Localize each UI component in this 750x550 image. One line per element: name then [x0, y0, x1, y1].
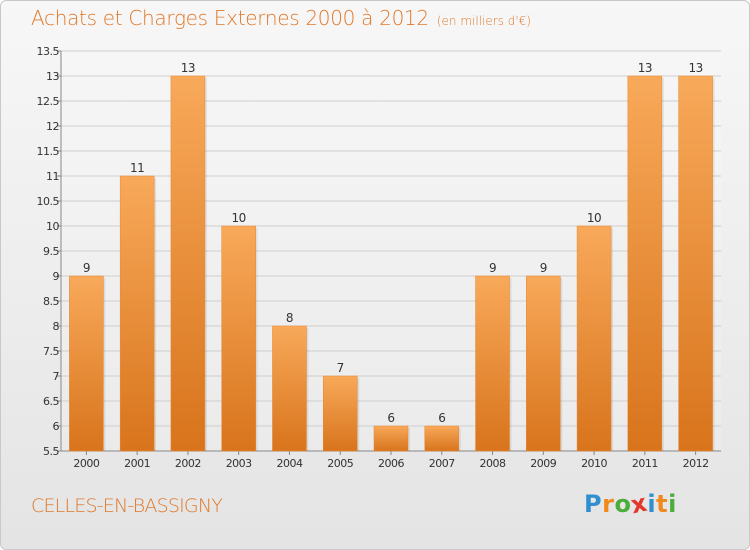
logo-letter: r: [602, 490, 615, 518]
bar: [475, 275, 510, 452]
bar: [221, 225, 256, 452]
data-label: 6: [387, 411, 394, 425]
y-tick-label: 7.5: [43, 345, 59, 358]
data-label: 10: [232, 211, 246, 225]
chart-title-text: Achats et Charges Externes 2000 à 2012: [31, 6, 429, 30]
data-label: 10: [587, 211, 601, 225]
data-label: 9: [83, 261, 90, 275]
y-tick-label: 8.5: [43, 295, 59, 308]
data-label: 11: [130, 161, 144, 175]
x-tick-label: 2007: [429, 457, 455, 470]
x-tick-label: 2002: [175, 457, 201, 470]
y-tick-label: 12: [46, 120, 59, 133]
data-label: 8: [286, 311, 293, 325]
x-tick-label: 2001: [124, 457, 150, 470]
x-tick-label: 2006: [378, 457, 404, 470]
proxiti-logo[interactable]: Proxiti: [584, 489, 677, 520]
data-label: 13: [638, 61, 652, 75]
data-label: 7: [337, 361, 344, 375]
bar: [322, 375, 358, 452]
data-label: 13: [181, 61, 195, 75]
x-tick-label: 2008: [480, 457, 506, 470]
y-tick-label: 10.5: [37, 195, 60, 208]
x-tick-label: 2009: [530, 457, 556, 470]
bar: [627, 75, 663, 452]
logo-letter: i: [668, 490, 677, 518]
y-tick-label: 6: [53, 420, 60, 433]
bar: [424, 425, 460, 452]
chart-title: Achats et Charges Externes 2000 à 2012 (e…: [31, 6, 531, 30]
y-tick-label: 5.5: [43, 445, 59, 458]
x-tick-label: 2012: [683, 457, 709, 470]
x-tick-label: 2004: [276, 457, 302, 470]
bar: [678, 75, 713, 452]
city-name: CELLES-EN-BASSIGNY: [31, 495, 223, 517]
logo-letter: i: [647, 490, 657, 518]
x-tick-label: 2000: [73, 457, 99, 470]
y-tick-label: 11: [46, 170, 59, 183]
bar: [170, 75, 206, 452]
bar: [69, 275, 104, 452]
y-tick-label: 13.5: [37, 45, 60, 58]
chart-subtitle: (en milliers d'€): [436, 14, 531, 28]
y-tick-label: 11.5: [37, 145, 60, 158]
bar: [526, 275, 561, 452]
bar: [119, 175, 155, 452]
y-tick-label: 12.5: [37, 95, 60, 108]
y-tick-label: 9.5: [43, 245, 59, 258]
logo-letter: o: [614, 490, 632, 518]
logo-letter: t: [656, 490, 669, 518]
y-tick-label: 13: [46, 70, 59, 83]
bar: [272, 325, 307, 452]
bar: [576, 225, 612, 452]
bar: [373, 425, 409, 452]
y-tick-label: 6.5: [43, 395, 59, 408]
data-label: 13: [688, 61, 702, 75]
y-tick-label: 8: [53, 320, 60, 333]
y-tick-label: 10: [46, 220, 59, 233]
data-label: 6: [438, 411, 445, 425]
data-label: 9: [540, 261, 547, 275]
x-tick-label: 2010: [581, 457, 607, 470]
y-tick-label: 9: [53, 270, 60, 283]
x-tick-label: 2011: [632, 457, 658, 470]
logo-letter: P: [584, 490, 603, 518]
y-tick-label: 7: [53, 370, 60, 383]
x-tick-label: 2005: [327, 457, 353, 470]
data-label: 9: [489, 261, 496, 275]
x-tick-label: 2003: [226, 457, 252, 470]
